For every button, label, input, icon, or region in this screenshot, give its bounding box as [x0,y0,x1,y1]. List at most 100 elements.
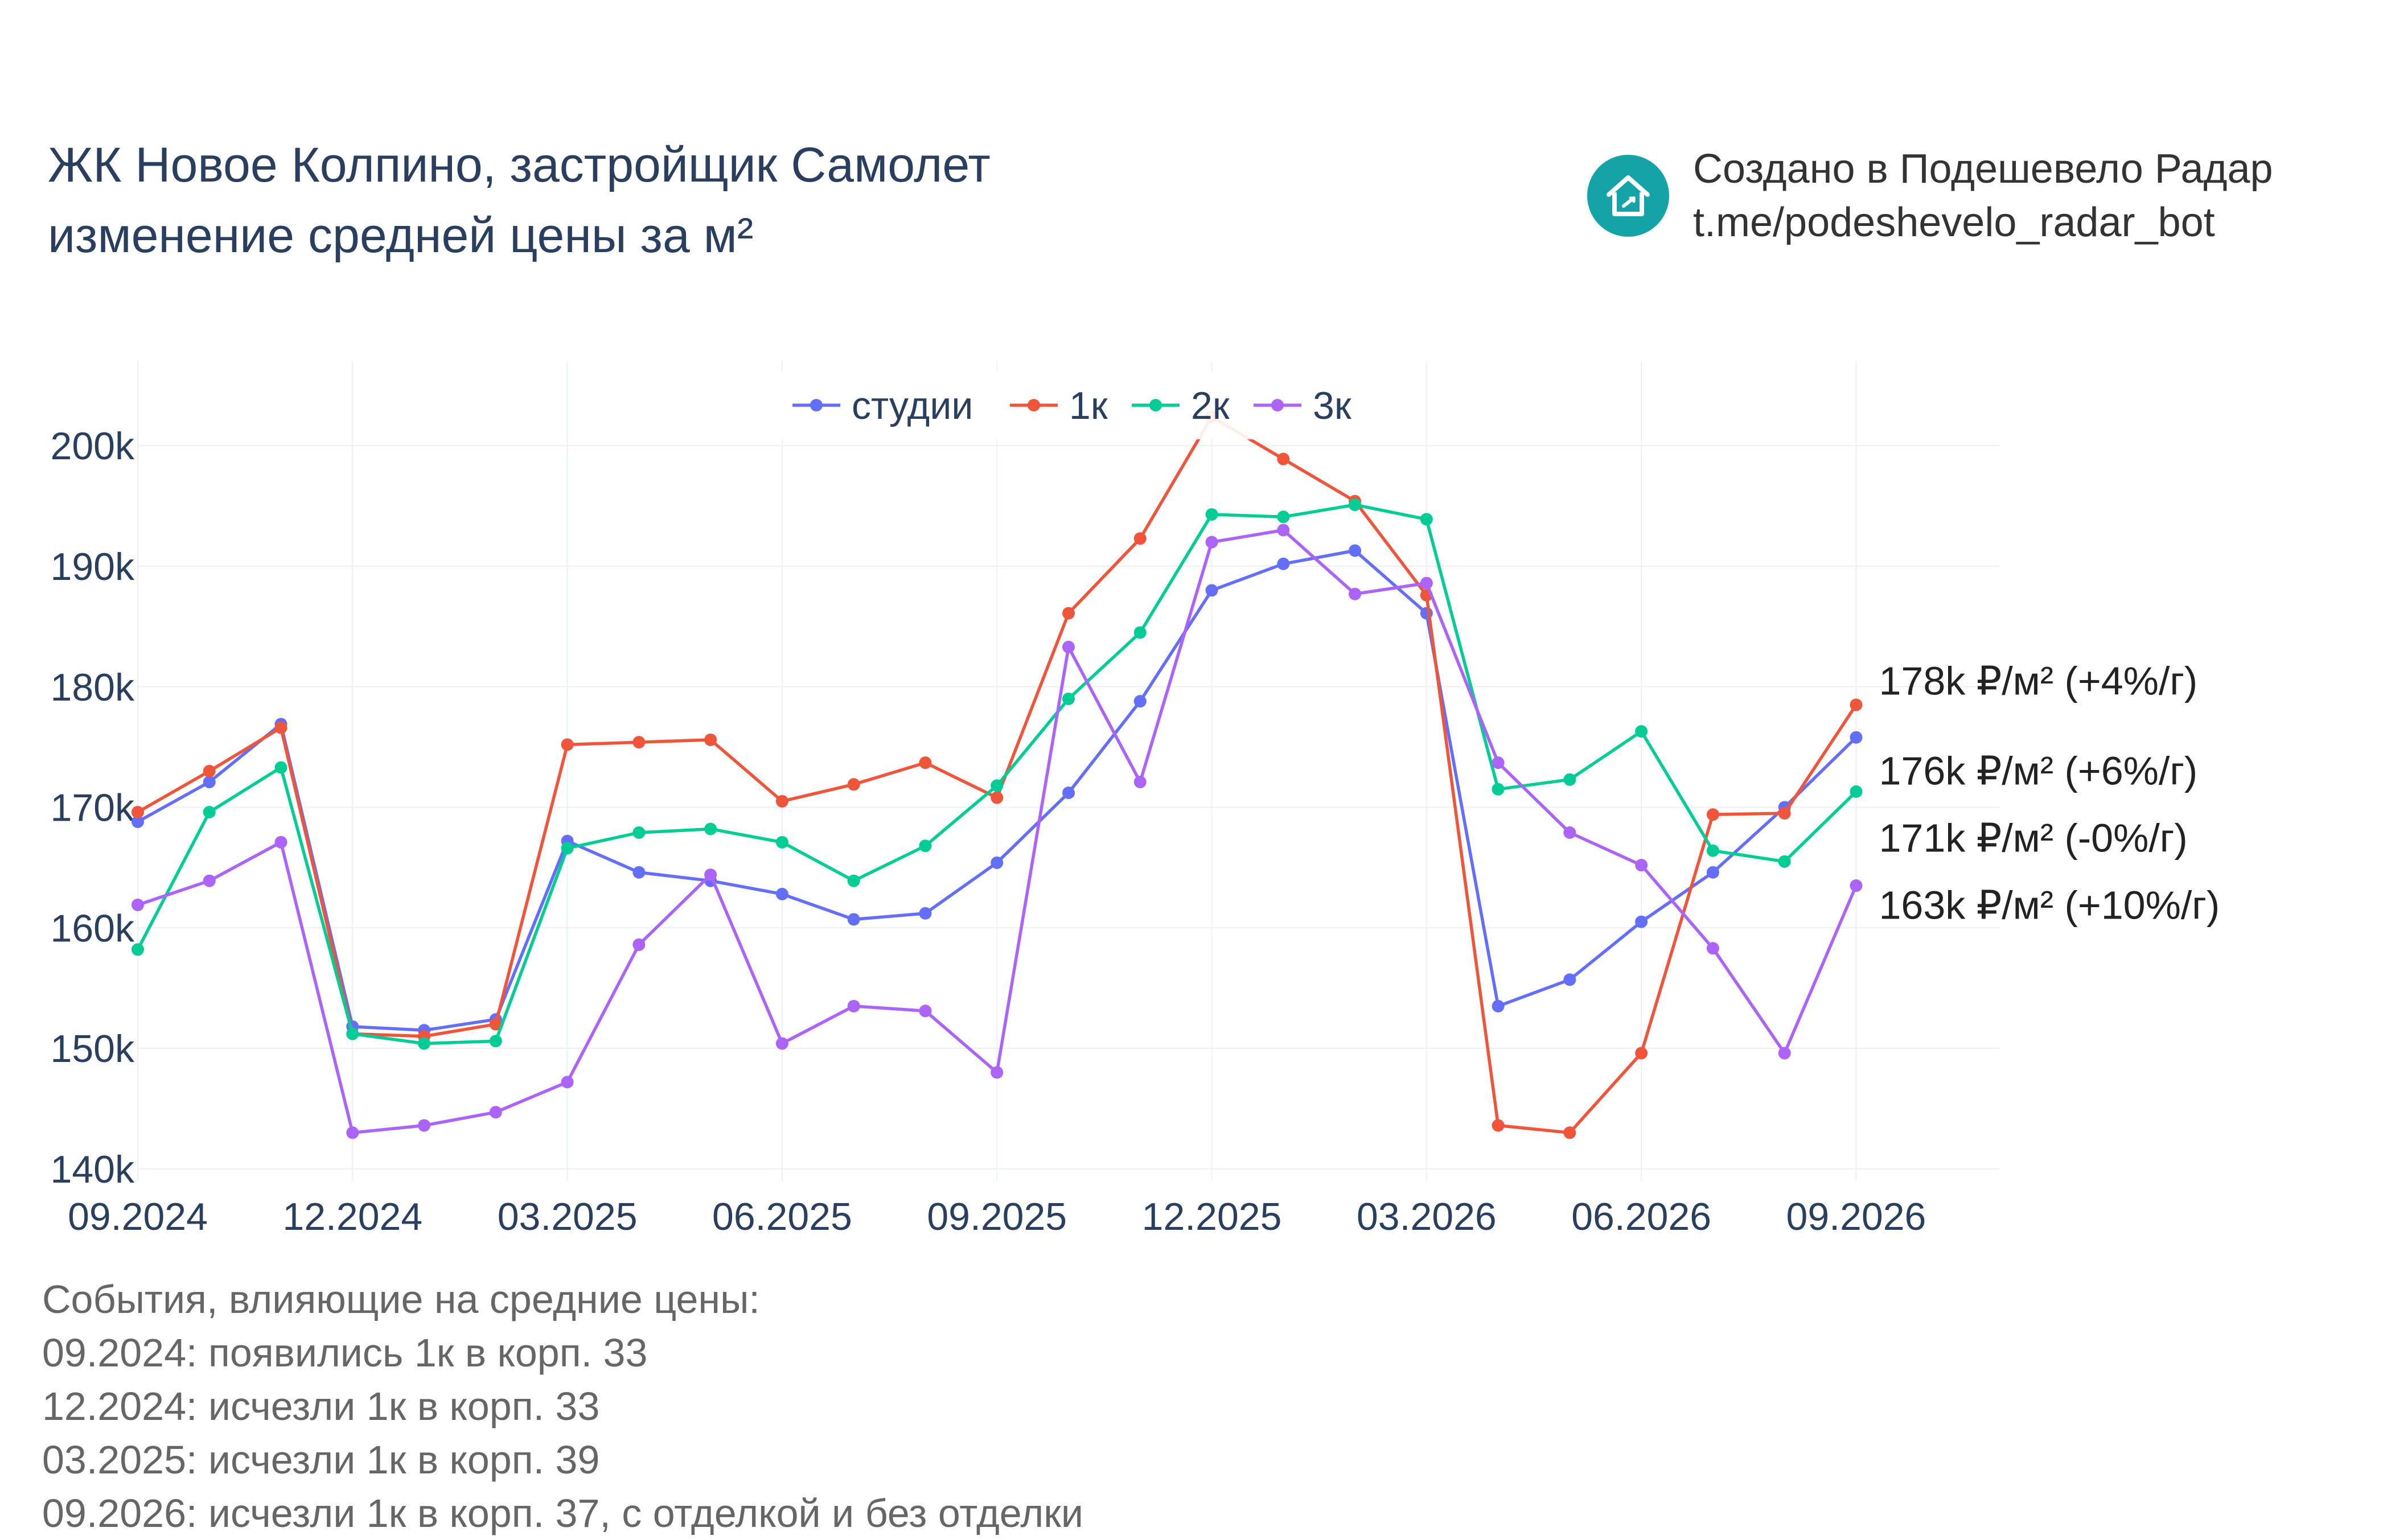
data-point [346,1126,359,1139]
data-point [1277,510,1290,524]
data-point [1706,844,1719,857]
data-point [418,1037,431,1050]
data-point [704,822,717,835]
data-point [203,776,216,789]
data-point [203,874,216,887]
data-point [203,765,216,777]
data-point [1563,973,1576,986]
x-tick-label: 12.2024 [282,1195,422,1238]
house-discount-icon [1587,155,1669,237]
data-point [1133,695,1147,708]
data-point [1133,532,1147,545]
data-point [1706,942,1719,955]
legend-marker [1149,399,1162,411]
data-point [1205,584,1218,597]
x-tick-label: 06.2026 [1571,1195,1711,1238]
legend-label: 1к [1069,384,1108,427]
data-point [991,856,1004,869]
data-point [1850,731,1863,744]
data-point [1778,1047,1791,1060]
data-point [132,806,144,818]
data-point [274,721,287,734]
x-tick-label: 06.2025 [712,1195,852,1238]
data-point [632,866,646,879]
series-end-label: 176k ₽/м² (+6%/г) [1879,749,2197,793]
y-tick-label: 140k [51,1148,135,1191]
data-point [991,779,1004,792]
series-end-label: 178k ₽/м² (+4%/г) [1879,659,2197,703]
data-point [919,1004,932,1018]
legend-marker [1028,399,1040,411]
data-point [1420,513,1433,526]
branding: Создано в Подешевело Радар t.me/podeshev… [1587,142,2273,249]
data-point [847,913,860,926]
data-point [489,1035,502,1048]
data-point [775,835,788,849]
data-point [847,999,860,1012]
data-point [632,826,646,839]
data-point [1706,808,1719,821]
legend-marker [1271,399,1284,411]
data-point [203,806,216,818]
data-point [704,733,717,746]
y-tick-label: 170k [51,787,135,830]
data-point [1205,508,1218,521]
data-point [1277,452,1290,466]
legend-label: 3к [1313,384,1352,427]
data-point [847,778,860,791]
data-point [274,835,287,849]
data-point [919,839,932,853]
data-point [1205,536,1218,549]
legend-marker [810,399,823,411]
event-item: 09.2026: исчезли 1к в корп. 37, с отделк… [42,1491,1083,1535]
data-point [632,736,646,749]
x-tick-label: 09.2026 [1786,1195,1926,1238]
data-point [1778,807,1791,820]
data-point [632,938,646,951]
x-tick-label: 09.2024 [68,1195,208,1238]
y-tick-label: 180k [51,666,135,709]
events-note: События, влияющие на средние цены: 09.20… [42,1273,1083,1540]
data-point [847,874,860,887]
line-chart: 140k 150k 160k 170k 180k 190k 200k 09.2024 12.20… [51,361,2220,1238]
data-point [561,842,574,855]
data-point [1635,1047,1648,1060]
legend-label: студии [852,384,973,427]
data-point [1850,879,1863,892]
data-point [1850,785,1863,798]
data-point [1062,692,1075,705]
y-tick-label: 190k [51,545,135,588]
data-point [1778,855,1791,868]
data-point [1492,756,1505,769]
branding-link[interactable]: t.me/podeshevelo_radar_bot [1693,200,2215,245]
data-point [919,907,932,920]
y-tick-label: 160k [51,907,135,950]
data-point [1492,783,1505,796]
data-point [1492,1119,1505,1132]
x-tick-label: 03.2026 [1357,1195,1497,1238]
data-point [775,1037,788,1050]
data-point [1563,826,1576,839]
y-tick-label: 200k [51,425,135,468]
data-point [1133,776,1147,789]
data-point [132,899,144,912]
data-point [1635,725,1648,738]
data-point [1349,587,1362,600]
data-point [704,868,717,882]
data-point [991,1066,1004,1079]
branding-name: Создано в Подешевело Радар [1693,146,2273,192]
chart-title-line2: изменение средней цены за м² [48,208,754,263]
data-point [1563,773,1576,786]
series-end-label: 171k ₽/м² (-0%/г) [1879,816,2187,860]
data-point [1349,499,1362,511]
data-point [775,794,788,808]
data-point [274,761,287,774]
data-point [1349,544,1362,557]
x-tick-label: 09.2025 [927,1195,1067,1238]
data-point [561,1076,574,1089]
data-point [775,888,788,900]
chart-title-line1: ЖК Новое Колпино, застройщик Самолет [48,138,991,192]
data-point [1277,524,1290,537]
data-point [132,815,144,828]
data-point [991,791,1004,804]
